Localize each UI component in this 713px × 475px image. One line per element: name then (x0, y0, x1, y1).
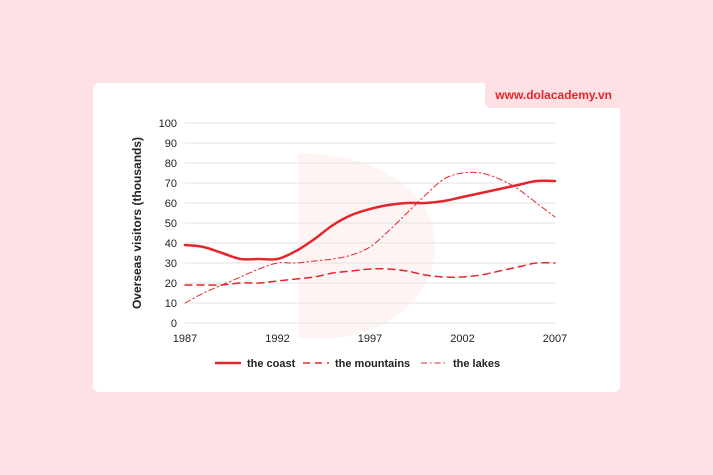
legend-label: the coast (247, 358, 296, 370)
x-tick-label: 2002 (450, 333, 474, 345)
y-tick-label: 10 (165, 298, 177, 310)
y-tick-label: 100 (159, 118, 177, 130)
legend-label: the mountains (335, 358, 410, 370)
y-tick-label: 20 (165, 278, 177, 290)
grid-lines (185, 122, 555, 324)
y-tick-label: 40 (165, 238, 177, 250)
y-tick-label: 0 (171, 318, 177, 330)
x-tick-label: 2007 (543, 333, 567, 345)
y-tick-label: 30 (165, 258, 177, 270)
y-axis-ticks: 0 10 20 30 40 50 60 70 80 90 100 (159, 118, 177, 330)
y-tick-label: 70 (165, 178, 177, 190)
chart-card: www.dolacademy.vn 0 10 20 30 40 50 60 70 80 90 100… (93, 83, 620, 392)
series-line-the-lakes (184, 171, 556, 304)
series-line-the-mountains (184, 261, 556, 286)
y-tick-label: 90 (165, 138, 177, 150)
brand-badge[interactable]: www.dolacademy.vn (485, 83, 620, 108)
watermark-logo (298, 153, 436, 338)
series-line-the-coast (183, 179, 557, 261)
legend-label: the lakes (453, 358, 500, 370)
legend: the coast the mountains the lakes (215, 358, 500, 370)
y-tick-label: 50 (165, 218, 177, 230)
y-axis-label: Overseas visitors (thousands) (130, 137, 144, 309)
line-chart: 0 10 20 30 40 50 60 70 80 90 100 1987 1992 1997 2002 2… (130, 118, 567, 370)
x-tick-label: 1987 (173, 333, 197, 345)
x-tick-label: 1997 (358, 333, 382, 345)
x-axis-ticks: 1987 1992 1997 2002 2007 (173, 333, 567, 345)
x-tick-label: 1992 (265, 333, 289, 345)
series-lines (183, 171, 557, 304)
y-tick-label: 80 (165, 158, 177, 170)
y-tick-label: 60 (165, 198, 177, 210)
